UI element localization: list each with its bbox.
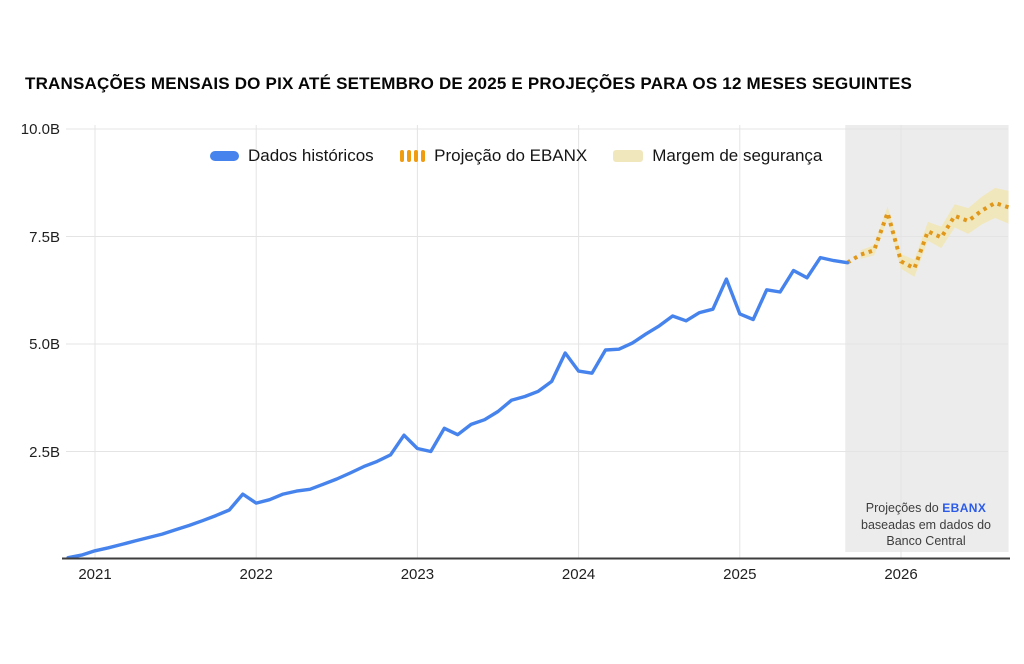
y-axis-label: 5.0B bbox=[29, 336, 60, 353]
legend-label-historical: Dados históricos bbox=[248, 146, 374, 165]
chart-legend: Dados históricos Projeção do EBANX Marge… bbox=[210, 146, 822, 166]
x-axis-label: 2022 bbox=[239, 566, 273, 583]
legend-item-historical: Dados históricos bbox=[210, 146, 374, 166]
annotation-line3: Banco Central bbox=[886, 534, 966, 548]
annotation-line2: baseadas em dados do bbox=[861, 517, 991, 532]
y-axis-label: 7.5B bbox=[29, 228, 60, 246]
safety-band-swatch-icon bbox=[613, 150, 644, 162]
legend-item-projection: Projeção do EBANX bbox=[399, 146, 588, 166]
legend-label-projection: Projeção do EBANX bbox=[434, 146, 588, 165]
historical-line bbox=[66, 255, 849, 560]
chart-title: TRANSAÇÕES MENSAIS DO PIX ATÉ SETEMBRO D… bbox=[25, 74, 913, 93]
historical-line-swatch-icon bbox=[210, 151, 239, 161]
x-axis-label: 2023 bbox=[400, 566, 435, 583]
y-axis-label: 10.0B bbox=[20, 121, 60, 138]
projection-annotation: Projeções do EBANX baseadas em dados do … bbox=[843, 500, 1009, 550]
legend-label-band: Margem de segurança bbox=[652, 146, 823, 165]
ebanx-logo: EBANX bbox=[942, 501, 987, 515]
x-axis-label: 2024 bbox=[561, 566, 596, 583]
x-axis-label: 2021 bbox=[78, 566, 112, 583]
projection-region bbox=[845, 125, 1009, 552]
y-axis-label: 2.5B bbox=[29, 443, 60, 461]
legend-item-band: Margem de segurança bbox=[613, 146, 822, 166]
x-axis-label: 2025 bbox=[723, 566, 757, 583]
projection-dashes-swatch-icon bbox=[399, 150, 426, 162]
annotation-prefix: Projeções do bbox=[865, 501, 939, 515]
x-axis-label: 2026 bbox=[884, 566, 918, 583]
